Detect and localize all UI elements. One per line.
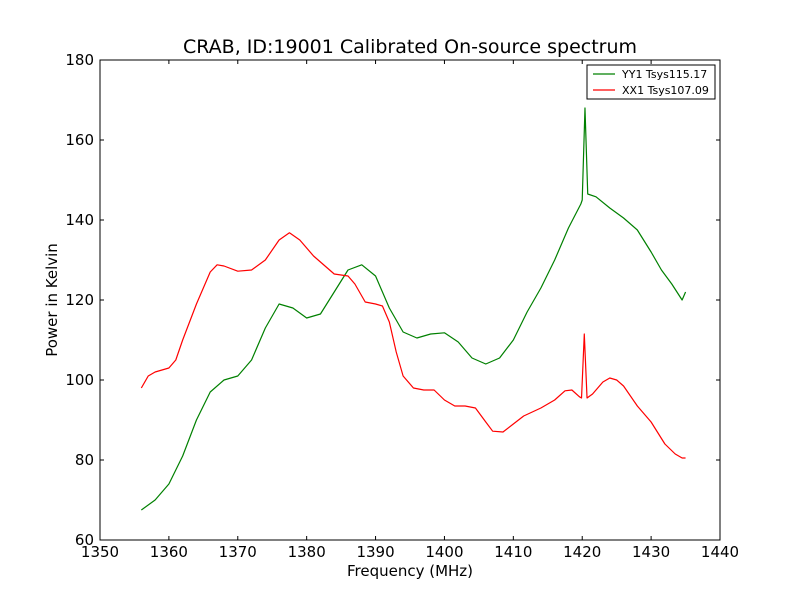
- y-tick-label: 60: [75, 531, 94, 549]
- legend-box: [586, 64, 716, 100]
- y-axis-label: Power in Kelvin: [43, 243, 61, 357]
- y-tick-label: 180: [65, 51, 94, 69]
- y-tick-label: 160: [65, 131, 94, 149]
- ticks-layer: 1350 1360 1370 1380 1390 1400 1410 1420 1430 1440…: [65, 51, 739, 561]
- series-line-yy1: [140, 107, 687, 511]
- x-tick-label: 1410: [494, 543, 532, 561]
- x-tick-label: 1430: [632, 543, 670, 561]
- x-tick-label: 1440: [701, 543, 739, 561]
- y-tick-label: 140: [65, 211, 94, 229]
- chart-title: CRAB, ID:19001 Calibrated On-source spec…: [183, 36, 637, 58]
- plot-frame: [99, 59, 721, 541]
- x-tick-label: 1390: [356, 543, 394, 561]
- x-tick-label: 1400: [425, 543, 463, 561]
- legend-label-yy1: YY1 Tsys115.17: [621, 68, 707, 81]
- y-tick-label: 120: [65, 291, 94, 309]
- series-layer: [140, 107, 687, 511]
- x-axis-label: Frequency (MHz): [347, 562, 473, 580]
- x-tick-label: 1360: [150, 543, 188, 561]
- x-tick-label: 1380: [288, 543, 326, 561]
- legend: YY1 Tsys115.17 XX1 Tsys107.09: [586, 64, 716, 100]
- y-tick-label: 80: [75, 451, 94, 469]
- legend-label-xx1: XX1 Tsys107.09: [622, 84, 709, 97]
- x-tick-label: 1370: [219, 543, 257, 561]
- x-tick-label: 1420: [563, 543, 601, 561]
- series-line-xx1: [140, 232, 686, 459]
- y-tick-label: 100: [65, 371, 94, 389]
- x-tick-label: 1350: [81, 543, 119, 561]
